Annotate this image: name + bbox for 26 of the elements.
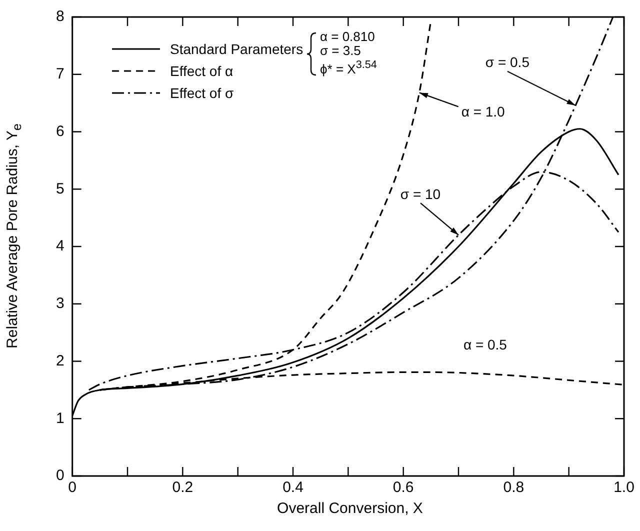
y-tick-label: 8 bbox=[56, 8, 64, 26]
x-tick-label: 0.6 bbox=[392, 479, 414, 496]
y-tick-label: 6 bbox=[56, 122, 64, 140]
y-tick-label: 2 bbox=[56, 352, 64, 370]
y-tick-label: 3 bbox=[56, 295, 64, 312]
y-tick-label: 4 bbox=[56, 238, 64, 255]
x-axis-title: Overall Conversion, X bbox=[276, 500, 424, 517]
legend-label: Effect of σ bbox=[170, 85, 234, 101]
legend-label: Standard Parameters bbox=[170, 41, 304, 57]
annotation: α = 0.5 bbox=[463, 336, 508, 352]
annotation: σ = 3.5 bbox=[320, 43, 362, 58]
x-tick-label: 0.2 bbox=[172, 479, 194, 496]
x-tick-label: 0.4 bbox=[282, 479, 304, 496]
x-tick-label: 0.8 bbox=[503, 479, 524, 496]
annotation: σ = 10 bbox=[400, 186, 441, 202]
y-tick-label: 5 bbox=[56, 180, 64, 198]
annotation: α = 0.810 bbox=[320, 29, 376, 44]
x-tick-label: 0 bbox=[68, 479, 77, 496]
x-tick-label: 1.0 bbox=[614, 479, 634, 496]
y-tick-label: 1 bbox=[56, 410, 64, 427]
annotation: σ = 0.5 bbox=[485, 54, 530, 70]
y-tick-label: 0 bbox=[56, 467, 64, 484]
legend-label: Effect of α bbox=[170, 63, 234, 79]
y-tick-label: 7 bbox=[56, 66, 64, 83]
annotation: α = 1.0 bbox=[461, 104, 506, 120]
annotation: ϕ* = X$^{3.54}$ bbox=[320, 58, 377, 76]
